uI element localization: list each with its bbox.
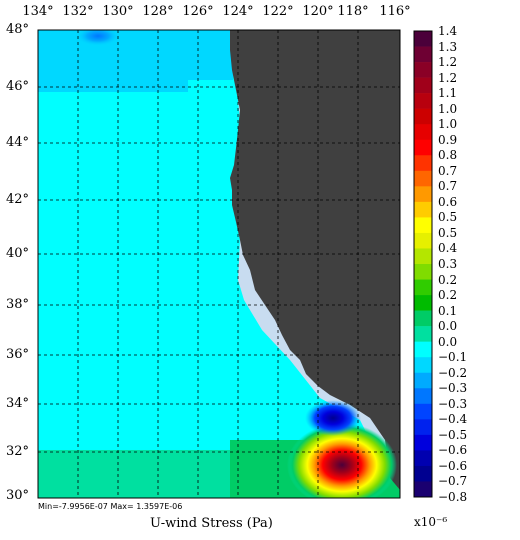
lon-tick: 130° [102, 4, 134, 19]
lat-tick: 36° [6, 347, 30, 362]
colorbar-swatch [414, 279, 432, 296]
colorbar-label: 0.9 [438, 132, 458, 147]
colorbar-label: 0.7 [438, 179, 458, 194]
land [230, 30, 400, 490]
colorbar-swatch [414, 434, 432, 451]
colorbar-swatch [414, 248, 432, 265]
lon-tick: 122° [262, 4, 294, 19]
colorbar-label: 0.5 [438, 225, 458, 240]
lat-tick: 34° [6, 396, 30, 411]
colorbar-swatch [414, 481, 432, 498]
lat-tick: 30° [6, 488, 30, 503]
colorbar-swatch [414, 124, 432, 141]
min-max-readout: Min=-7.9956E-07 Max= 1.3597E-06 [38, 502, 183, 511]
colorbar-label: 1.2 [438, 55, 458, 70]
colorbar-label: −0.3 [438, 396, 468, 411]
colorbar-swatch [414, 31, 432, 47]
colorbar-swatch [414, 419, 432, 436]
colorbar-swatch [414, 326, 432, 342]
colorbar-label: 0.6 [438, 194, 458, 209]
lon-tick: 126° [182, 4, 214, 19]
colorbar-swatch [414, 357, 432, 374]
variable-title: U-wind Stress (Pa) [150, 516, 273, 531]
lon-tick: 116° [379, 4, 411, 19]
colorbar-label: 0.4 [438, 241, 458, 256]
colorbar-label: 0.8 [438, 148, 458, 163]
plot-frame [37, 29, 401, 499]
colorbar-swatch [414, 170, 432, 187]
colorbar-label: 0.0 [438, 319, 458, 334]
colorbar-label: 0.2 [438, 288, 458, 303]
colorbar-swatch [414, 139, 432, 156]
colorbar-label: −0.1 [438, 350, 468, 365]
colorbar-label: −0.7 [438, 474, 468, 489]
lon-tick: 124° [222, 4, 254, 19]
colorbar-swatch [414, 77, 432, 94]
colorbar-label: 0.0 [438, 334, 458, 349]
lat-tick: 48° [6, 22, 30, 37]
colorbar-swatch [414, 201, 432, 218]
colorbar-label: 1.0 [438, 101, 458, 116]
colorbar-label: −0.8 [438, 490, 468, 504]
colorbar-swatch [414, 232, 432, 249]
colorbar-swatch [414, 403, 432, 420]
lat-tick: 42° [6, 192, 30, 207]
colorbar [413, 30, 433, 498]
colorbar-frame [413, 30, 433, 498]
colorbar-swatch [414, 93, 432, 109]
colorbar-label: 0.5 [438, 210, 458, 225]
colorbar-label: 1.2 [438, 70, 458, 85]
colorbar-swatch [414, 217, 432, 234]
colorbar-label: 1.1 [438, 86, 458, 101]
colorbar-swatch [414, 46, 432, 63]
colorbar-label: −0.6 [438, 443, 468, 458]
colorbar-swatch [414, 450, 432, 467]
lat-tick: 46° [6, 79, 30, 94]
colorbar-label: 1.3 [438, 39, 458, 54]
colorbar-swatch [414, 264, 432, 280]
colorbar-label: 0.3 [438, 257, 458, 271]
positive-anomaly [287, 423, 397, 498]
lon-tick: 120° [302, 4, 334, 19]
colorbar-swatch [414, 465, 432, 482]
north-anomaly [76, 30, 120, 46]
colorbar-swatch [414, 186, 432, 203]
lat-tick: 32° [6, 444, 30, 459]
lon-tick: 134° [22, 4, 54, 19]
colorbar-scale-factor: x10⁻⁶ [414, 515, 448, 529]
colorbar-swatch [414, 388, 432, 405]
colorbar-swatch [414, 62, 432, 78]
colorbar-label: 0.2 [438, 272, 458, 287]
negative-anomaly [305, 400, 361, 436]
colorbar-swatch [414, 341, 432, 358]
map-field [38, 30, 400, 498]
lat-tick: 38° [6, 297, 30, 312]
colorbar-label: 0.1 [438, 303, 458, 318]
colorbar-swatch [414, 310, 432, 327]
colorbar-label: −0.6 [438, 458, 468, 473]
lon-tick: 118° [337, 4, 369, 19]
colorbar-swatch [414, 372, 432, 389]
lat-tick: 44° [6, 135, 30, 150]
colorbar-label: −0.3 [438, 381, 468, 396]
colorbar-swatch [414, 108, 432, 125]
colorbar-swatch [414, 295, 432, 311]
colorbar-label: 1.4 [438, 24, 458, 38]
colorbar-label: 0.7 [438, 163, 458, 178]
lon-tick: 128° [142, 4, 174, 19]
colorbar-label: −0.2 [438, 365, 468, 380]
lon-tick: 132° [62, 4, 94, 19]
graticule [38, 30, 400, 498]
lat-tick: 40° [6, 246, 30, 261]
colorbar-label: 1.0 [438, 117, 458, 132]
colorbar-label: −0.4 [438, 412, 468, 427]
colorbar-swatch [414, 155, 432, 172]
colorbar-label: −0.5 [438, 427, 468, 442]
